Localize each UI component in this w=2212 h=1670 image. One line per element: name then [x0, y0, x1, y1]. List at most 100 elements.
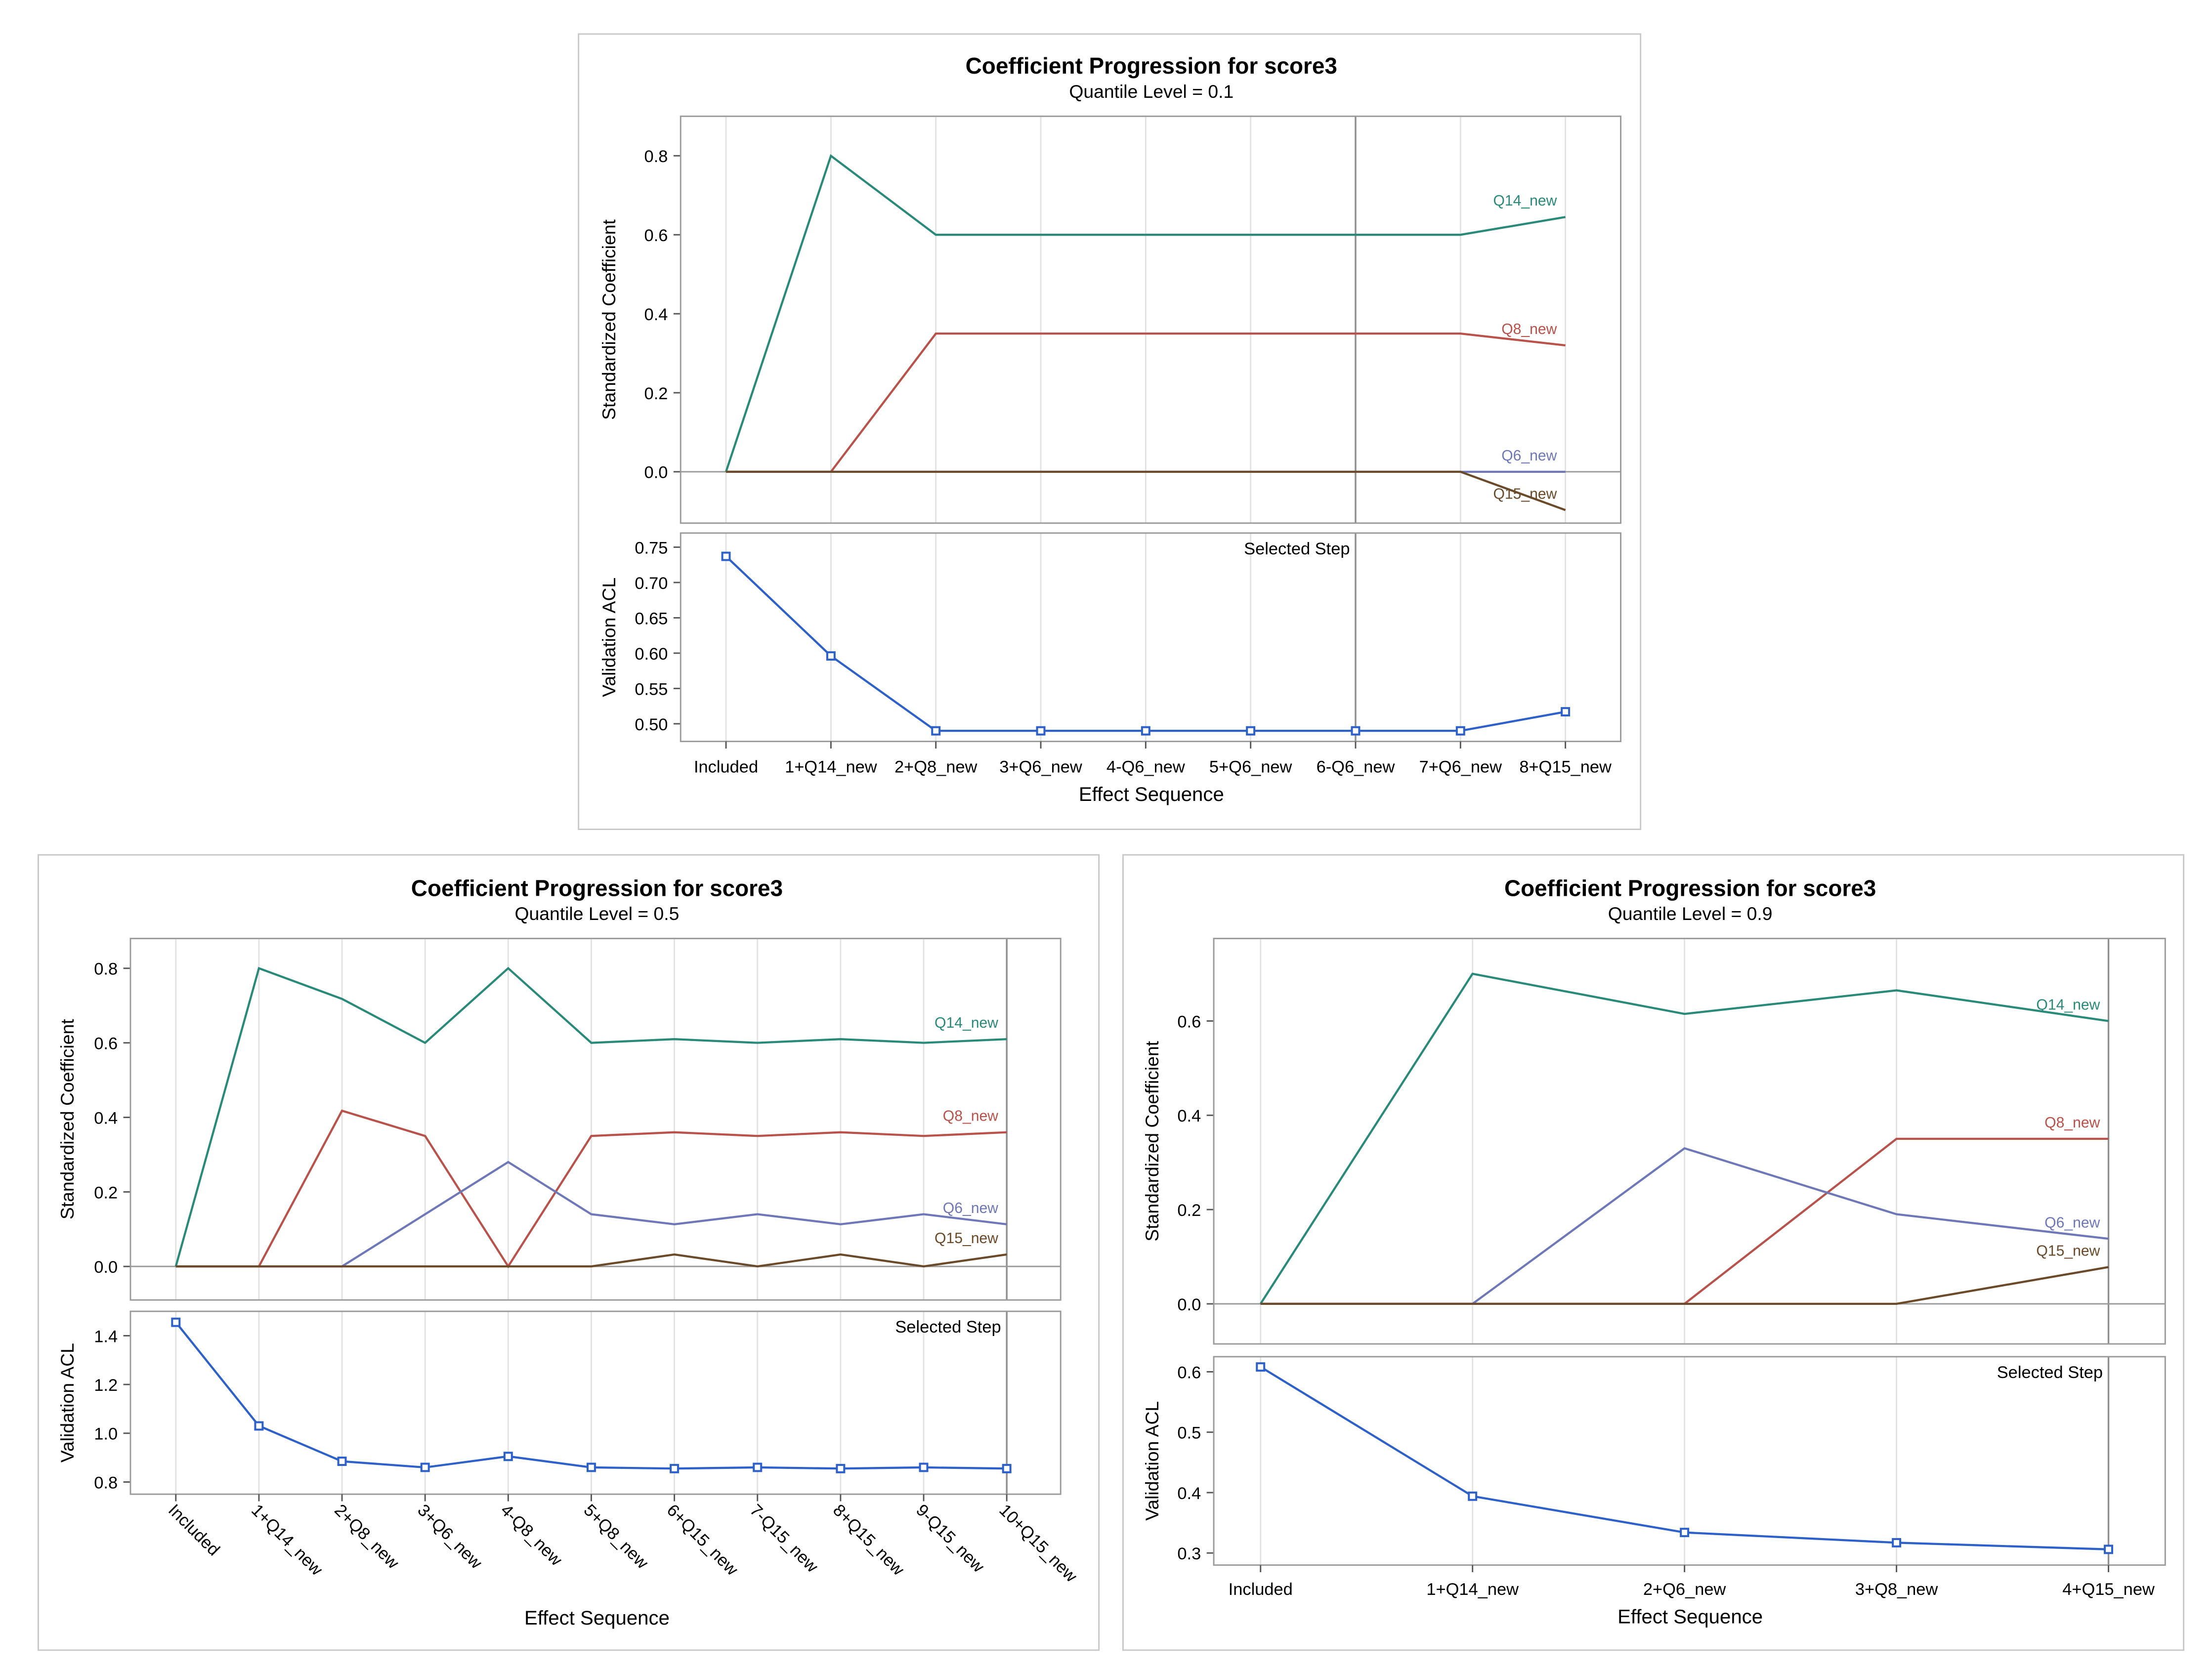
- chart-subtitle: Quantile Level = 0.5: [515, 903, 680, 924]
- plot-frame: [129, 1310, 1062, 1495]
- acl-marker: [1256, 1362, 1266, 1372]
- y-tick-label: 0.4: [1177, 1107, 1201, 1126]
- x-tick-label: 1+Q14_new: [1426, 1580, 1519, 1599]
- y-tick-label: 0.3: [1177, 1545, 1201, 1563]
- selected-step-label: Selected Step: [1997, 1363, 2103, 1382]
- acl-marker: [919, 1462, 929, 1472]
- y-tick-label: 1.0: [94, 1425, 118, 1444]
- series-label-q15-new: Q15_new: [935, 1230, 998, 1247]
- x-tick-label: 2+Q8_new: [894, 758, 978, 777]
- y-tick-label: 0.0: [644, 463, 668, 482]
- acl-y-axis-label: Validation ACL: [57, 1343, 78, 1462]
- acl-marker: [171, 1317, 181, 1327]
- series-label-q6-new: Q6_new: [943, 1200, 998, 1216]
- x-tick-label: 3+Q8_new: [1855, 1580, 1938, 1599]
- y-tick-label: 0.2: [644, 384, 668, 403]
- y-tick-label: 0.4: [1177, 1484, 1201, 1503]
- acl-marker: [753, 1462, 763, 1472]
- x-tick-label: Included: [1229, 1580, 1293, 1599]
- series-line-q8-new: [175, 1109, 1007, 1269]
- y-tick-label: 0.0: [1177, 1295, 1201, 1314]
- x-tick-label: 3+Q6_new: [999, 758, 1082, 777]
- chart-title: Coefficient Progression for score3: [966, 53, 1337, 79]
- chart-title: Coefficient Progression for score3: [411, 875, 783, 901]
- plot-frame: [1213, 938, 2166, 1345]
- chart-panel-2: Coefficient Progression for score3Quanti…: [1122, 854, 2185, 1651]
- series-label-q8-new: Q8_new: [2044, 1115, 2100, 1131]
- y-tick-label: 0.8: [94, 960, 118, 979]
- y-tick-label: 0.70: [635, 574, 668, 593]
- acl-marker: [1351, 726, 1361, 736]
- acl-marker: [1680, 1528, 1690, 1538]
- series-label-q8-new: Q8_new: [1501, 321, 1557, 337]
- y-tick-label: 0.60: [635, 645, 668, 664]
- chart-subtitle: Quantile Level = 0.9: [1608, 903, 1773, 924]
- series-label-q8-new: Q8_new: [943, 1108, 998, 1125]
- x-tick-label: 6-Q6_new: [1317, 758, 1395, 777]
- acl-plot: 0.3 0.4 0.5 0.6 Validation ACL Selected Step: [1142, 1356, 2166, 1566]
- y-tick-label: 0.6: [644, 226, 668, 245]
- coefficient-plot: 0.0 0.2 0.4 0.6 0.8 Standardized Coefficient Q…: [57, 938, 1062, 1301]
- series-line-q15-new: [175, 1253, 1007, 1268]
- panel-frame: [1122, 854, 2185, 1651]
- acl-marker: [931, 726, 941, 736]
- series-label-q15-new: Q15_new: [2036, 1243, 2100, 1259]
- x-tick-label: 5+Q6_new: [1209, 758, 1292, 777]
- acl-y-axis-label: Validation ACL: [598, 578, 619, 697]
- acl-marker: [1455, 726, 1465, 736]
- selected-step-label: Selected Step: [1244, 540, 1350, 558]
- y-tick-label: 0.5: [1177, 1424, 1201, 1443]
- acl-marker: [1002, 1463, 1012, 1473]
- series-line-q15-new: [1260, 1266, 2109, 1305]
- y-tick-label: 1.2: [94, 1376, 118, 1395]
- y-tick-label: 0.6: [1177, 1012, 1201, 1031]
- acl-marker: [503, 1452, 513, 1461]
- coefficient-y-axis-label: Standardized Coefficient: [1142, 1041, 1162, 1241]
- y-tick-label: 0.75: [635, 539, 668, 557]
- acl-marker: [254, 1421, 264, 1431]
- y-tick-label: 1.4: [94, 1327, 118, 1346]
- acl-marker: [1141, 726, 1150, 736]
- acl-marker: [836, 1463, 846, 1473]
- chart-panel-1: Coefficient Progression for score3Quanti…: [38, 854, 1100, 1651]
- acl-marker: [1561, 707, 1571, 717]
- acl-marker: [2104, 1545, 2114, 1554]
- acl-plot: 0.50 0.55 0.60 0.65 0.70 0.75 Validation ACL Se…: [598, 532, 1621, 743]
- series-line-q8-new: [726, 333, 1566, 473]
- y-tick-label: 0.50: [635, 715, 668, 734]
- y-tick-label: 0.55: [635, 680, 668, 699]
- y-tick-label: 0.8: [644, 147, 668, 166]
- x-tick-label: 2+Q6_new: [1643, 1580, 1726, 1599]
- x-axis-label: Effect Sequence: [524, 1607, 670, 1629]
- series-label-q15-new: Q15_new: [1493, 486, 1557, 502]
- x-axis-label: Effect Sequence: [1079, 783, 1224, 805]
- x-tick-label: Included: [694, 758, 758, 777]
- coefficient-plot: 0.0 0.2 0.4 0.6 Standardized Coefficient Q14_…: [1142, 938, 2166, 1345]
- chart-title: Coefficient Progression for score3: [1504, 875, 1876, 901]
- y-tick-label: 0.0: [94, 1258, 118, 1277]
- acl-marker: [337, 1457, 347, 1466]
- plot-frame: [129, 938, 1062, 1301]
- selected-step-label: Selected Step: [895, 1318, 1001, 1336]
- coefficient-y-axis-label: Standardized Coefficient: [57, 1019, 78, 1219]
- y-tick-label: 0.6: [94, 1035, 118, 1053]
- y-tick-label: 0.65: [635, 609, 668, 628]
- x-tick-label: 4-Q6_new: [1106, 758, 1185, 777]
- y-tick-label: 0.2: [1177, 1201, 1201, 1220]
- y-tick-label: 0.4: [94, 1109, 118, 1127]
- series-line-q14-new: [174, 966, 1007, 1267]
- x-axis-label: Effect Sequence: [1617, 1605, 1763, 1628]
- panel-frame: [578, 33, 1642, 830]
- acl-marker: [1892, 1538, 1902, 1547]
- chart-subtitle: Quantile Level = 0.1: [1069, 81, 1234, 102]
- series-label-q6-new: Q6_new: [2044, 1214, 2100, 1231]
- coefficient-plot: 0.0 0.2 0.4 0.6 0.8 Standardized Coefficient Q…: [598, 115, 1621, 524]
- chart-panel-0: Coefficient Progression for score3Quanti…: [578, 33, 1642, 830]
- x-tick-label: 4+Q15_new: [2062, 1580, 2155, 1599]
- coefficient-y-axis-label: Standardized Coefficient: [598, 219, 619, 420]
- y-tick-label: 0.2: [94, 1183, 118, 1202]
- acl-marker: [1468, 1491, 1478, 1501]
- series-label-q14-new: Q14_new: [935, 1015, 998, 1031]
- series-label-q14-new: Q14_new: [2036, 997, 2100, 1013]
